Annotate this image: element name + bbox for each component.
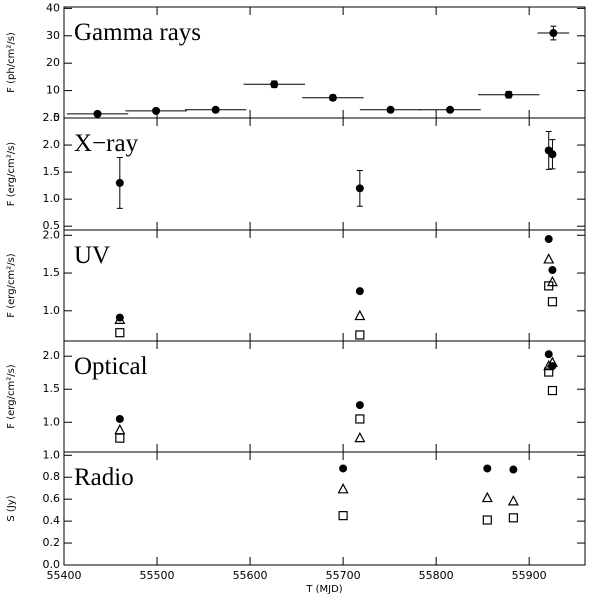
y-axis-label: F (ph/cm²/s) bbox=[6, 32, 17, 93]
point bbox=[504, 90, 513, 99]
point bbox=[544, 281, 554, 291]
point bbox=[507, 495, 519, 506]
x-tick-label: 55900 bbox=[512, 569, 547, 582]
point bbox=[270, 80, 279, 89]
x-tick-label: 55600 bbox=[233, 569, 268, 582]
point bbox=[355, 330, 365, 340]
point bbox=[544, 235, 553, 244]
y-tick-label: 2.0 bbox=[43, 228, 61, 241]
point bbox=[114, 423, 126, 435]
point bbox=[481, 491, 493, 503]
y-tick-label: 2.0 bbox=[43, 349, 61, 362]
point bbox=[543, 253, 555, 264]
point bbox=[355, 401, 364, 410]
point bbox=[483, 464, 492, 473]
y-axis-label: F (erg/cm²/s) bbox=[6, 364, 17, 428]
point bbox=[548, 150, 557, 159]
y-tick-label: 1.5 bbox=[43, 165, 61, 178]
point bbox=[543, 359, 555, 371]
x-tick-label: 55500 bbox=[140, 569, 175, 582]
point bbox=[549, 29, 558, 38]
point bbox=[544, 350, 553, 359]
point bbox=[546, 356, 558, 367]
point bbox=[355, 287, 364, 296]
point bbox=[547, 385, 558, 396]
point bbox=[152, 106, 161, 115]
point bbox=[115, 178, 124, 187]
y-tick-label: 40 bbox=[46, 1, 60, 14]
y-tick-label: 1.0 bbox=[43, 415, 61, 428]
y-tick-label: 1.0 bbox=[43, 448, 61, 461]
y-tick-label: 0 bbox=[53, 111, 60, 124]
point bbox=[115, 328, 125, 338]
point bbox=[354, 309, 366, 321]
y-tick-label: 0.4 bbox=[43, 514, 61, 527]
point bbox=[337, 483, 349, 494]
y-tick-label: 1.5 bbox=[43, 266, 61, 279]
point bbox=[115, 414, 124, 423]
y-axis-label: S (Jy) bbox=[6, 495, 17, 521]
y-tick-label: 2.5 bbox=[43, 111, 61, 124]
y-tick-label: 1.0 bbox=[43, 192, 61, 205]
point bbox=[354, 431, 366, 443]
y-tick-label: 0.6 bbox=[43, 492, 61, 505]
y-tick-label: 0.2 bbox=[43, 536, 61, 549]
y-tick-label: 30 bbox=[46, 29, 60, 42]
panel-frame bbox=[63, 117, 586, 231]
point bbox=[548, 266, 557, 275]
point bbox=[482, 515, 492, 525]
point bbox=[446, 105, 455, 114]
y-tick-label: 2.0 bbox=[43, 138, 61, 151]
panel-frame bbox=[63, 229, 586, 342]
point bbox=[355, 414, 365, 424]
y-tick-label: 0.8 bbox=[43, 470, 61, 483]
y-tick-label: 1.5 bbox=[43, 382, 61, 395]
y-tick-label: 0.0 bbox=[43, 558, 61, 571]
y-tick-label: 10 bbox=[46, 84, 60, 97]
panel-title: X−ray bbox=[74, 130, 139, 157]
y-axis-label: F (erg/cm²/s) bbox=[6, 253, 17, 317]
point bbox=[93, 109, 102, 118]
y-axis-label: F (erg/cm²/s) bbox=[6, 142, 17, 206]
point bbox=[339, 464, 348, 473]
panel-frame bbox=[63, 451, 586, 566]
panel-title: UV bbox=[74, 242, 110, 269]
x-tick-label: 55400 bbox=[47, 569, 82, 582]
panel-title: Optical bbox=[74, 353, 148, 380]
panel-title: Radio bbox=[74, 464, 134, 491]
point bbox=[355, 184, 364, 193]
point bbox=[508, 513, 518, 523]
x-tick-label: 55800 bbox=[419, 569, 454, 582]
point bbox=[386, 105, 395, 114]
y-tick-label: 1.0 bbox=[43, 304, 61, 317]
point bbox=[211, 105, 220, 114]
point bbox=[544, 367, 554, 377]
point bbox=[509, 465, 518, 474]
point bbox=[115, 433, 125, 443]
y-tick-label: 0.5 bbox=[43, 219, 61, 232]
x-tick-label: 55700 bbox=[326, 569, 361, 582]
y-tick-label: 20 bbox=[46, 56, 60, 69]
panel-title: Gamma rays bbox=[74, 19, 201, 46]
x-axis-label: T (MJD) bbox=[305, 584, 342, 595]
point bbox=[328, 93, 337, 102]
point bbox=[547, 297, 558, 307]
point bbox=[114, 313, 126, 324]
point bbox=[338, 511, 348, 521]
